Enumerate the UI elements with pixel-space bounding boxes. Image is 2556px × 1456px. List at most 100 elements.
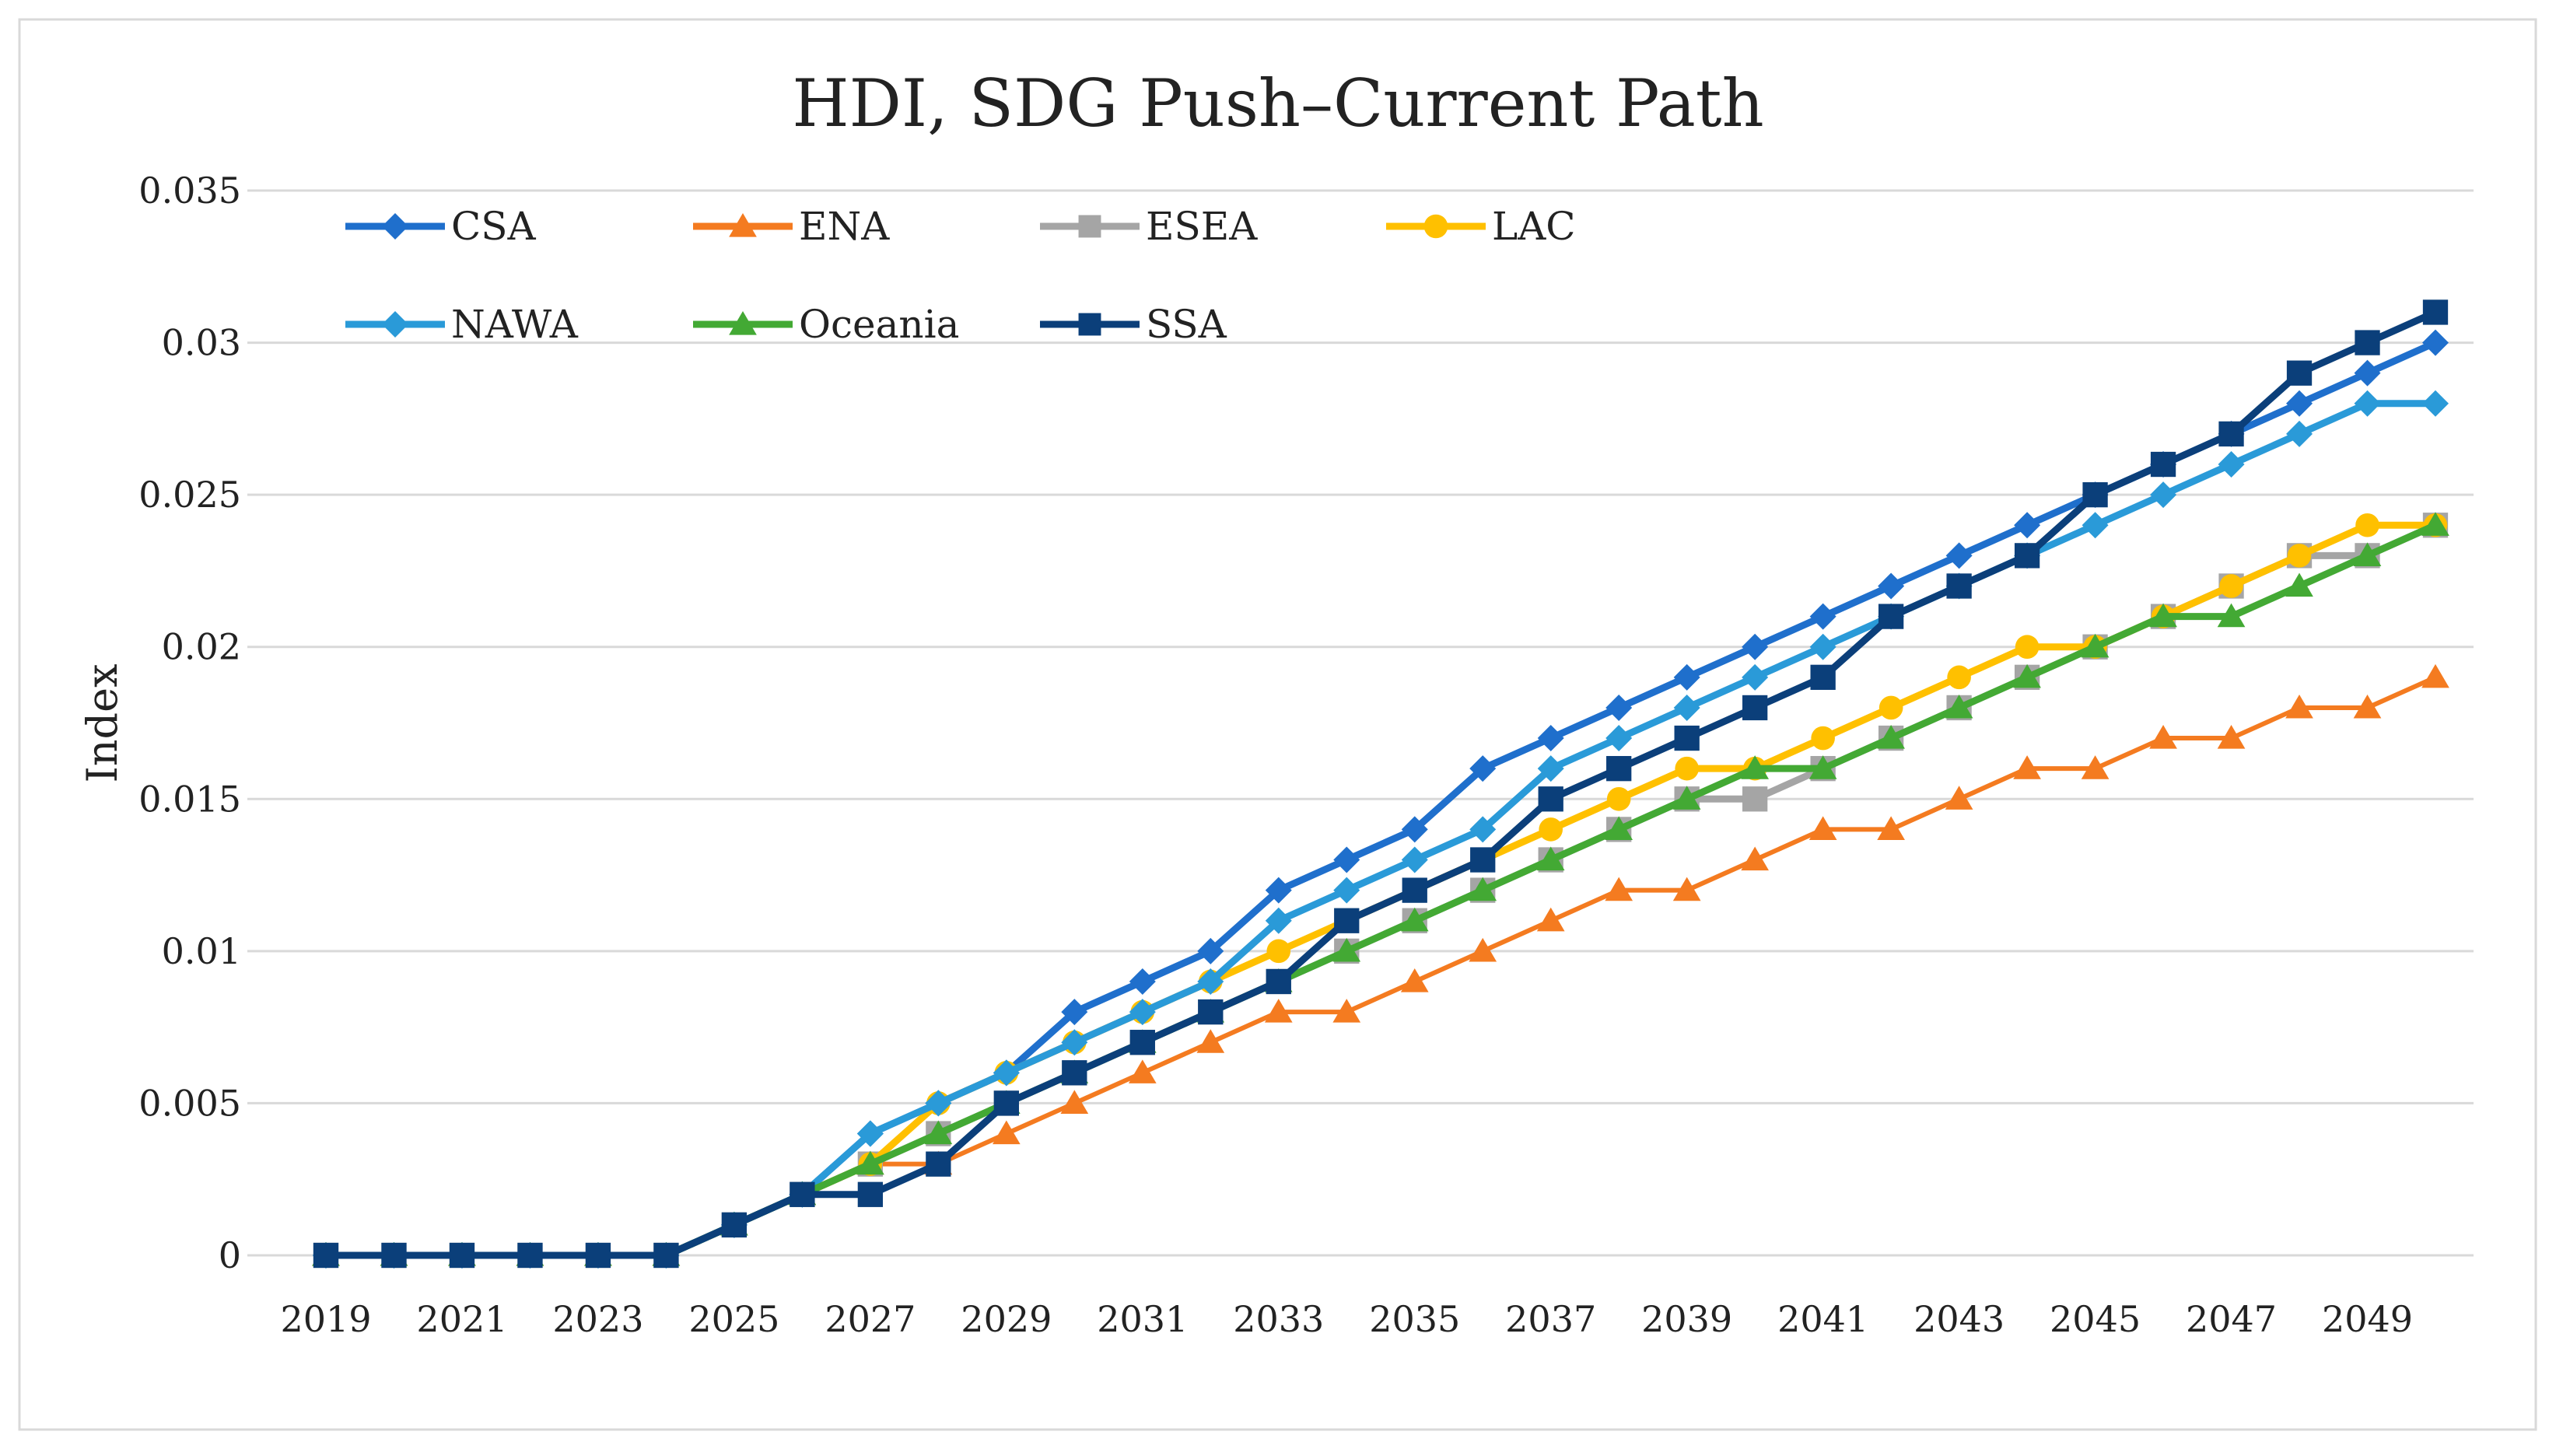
data-point (2353, 694, 2382, 719)
data-point (2286, 390, 2313, 417)
data-point (2081, 755, 2110, 779)
data-point (2286, 360, 2313, 386)
data-point (2354, 390, 2381, 417)
data-point (993, 1090, 1019, 1116)
data-point (1742, 663, 1769, 691)
data-point (2014, 543, 2040, 569)
data-point (2082, 481, 2108, 508)
data-point (1539, 817, 1563, 842)
data-point (2353, 542, 2382, 566)
y-tick-label: 0 (219, 1234, 241, 1276)
x-tick-label: 2021 (416, 1298, 507, 1340)
data-point (1675, 756, 1699, 781)
data-point (1334, 908, 1360, 933)
x-tick-label: 2049 (2322, 1298, 2413, 1340)
x-tick-label: 2045 (2050, 1298, 2141, 1340)
data-point (1672, 786, 1701, 810)
data-point (1537, 725, 1564, 752)
data-point (1673, 663, 1700, 691)
data-point (856, 1150, 884, 1175)
data-point (1401, 846, 1428, 873)
y-tick-label: 0.02 (162, 626, 241, 668)
data-point (1129, 968, 1156, 995)
data-point (2149, 725, 2177, 749)
data-point (1947, 665, 1971, 690)
data-point (2217, 603, 2246, 628)
data-point (2219, 574, 2243, 598)
data-point (993, 1059, 1020, 1087)
data-point (1400, 968, 1429, 992)
data-point (1264, 999, 1293, 1023)
data-point (1129, 1030, 1155, 1055)
data-point (1605, 694, 1633, 721)
data-point (1742, 786, 1768, 812)
data-point (926, 1151, 951, 1177)
data-point (1402, 877, 1427, 903)
legend-item-ena: ENA (693, 204, 890, 249)
legend-item-ssa: SSA (1040, 302, 1227, 347)
data-point (856, 1120, 884, 1147)
x-tick-label: 2041 (1777, 1298, 1868, 1340)
y-axis-ticks: 0 0.005 0.01 0.015 0.02 0.025 0.03 0.035 (138, 170, 241, 1276)
data-point (1605, 877, 1633, 901)
data-point (1606, 786, 1631, 811)
data-point (449, 1242, 475, 1269)
data-point (729, 213, 757, 237)
data-point (1062, 1060, 1087, 1086)
data-point (1078, 215, 1101, 238)
data-point (1606, 756, 1632, 782)
data-point (2013, 663, 2041, 688)
data-point (1536, 907, 1565, 932)
x-tick-label: 2019 (280, 1298, 371, 1340)
x-tick-label: 2031 (1097, 1298, 1188, 1340)
data-point (1469, 755, 1497, 782)
data-point (1061, 999, 1088, 1026)
data-point (1808, 816, 1837, 840)
data-point (313, 1242, 339, 1269)
x-tick-label: 2023 (552, 1298, 643, 1340)
x-tick-label: 2037 (1505, 1298, 1596, 1340)
data-point (1877, 725, 1905, 749)
data-point (1129, 999, 1156, 1026)
data-point (381, 1242, 407, 1269)
data-point (1605, 725, 1633, 752)
data-point (2286, 420, 2313, 447)
data-point (1332, 999, 1361, 1023)
data-point (721, 1212, 748, 1238)
data-point (1605, 816, 1633, 840)
y-axis-label: Index (78, 663, 127, 782)
x-tick-label: 2039 (1641, 1298, 1732, 1340)
legend-label: Oceania (799, 302, 959, 347)
y-tick-label: 0.03 (162, 322, 241, 364)
data-point (1197, 968, 1224, 995)
y-tick-label: 0.025 (138, 474, 241, 516)
legend-label: NAWA (451, 302, 579, 347)
data-point (790, 1181, 815, 1207)
data-point (1198, 999, 1224, 1025)
y-tick-label: 0.015 (138, 778, 241, 820)
data-point (1673, 694, 1700, 721)
data-point (1741, 755, 1770, 779)
data-point (924, 1120, 953, 1145)
data-point (1742, 695, 1768, 721)
data-point (1672, 877, 1701, 901)
data-point (2355, 330, 2380, 355)
data-point (382, 213, 408, 240)
data-point (2149, 603, 2177, 628)
data-point (2422, 329, 2449, 356)
data-point (1536, 846, 1565, 871)
data-point (1809, 603, 1836, 630)
data-point (1469, 937, 1497, 962)
data-point (1877, 816, 1905, 840)
data-point (1400, 907, 1429, 932)
data-point (729, 311, 757, 335)
data-point (517, 1242, 543, 1269)
x-tick-label: 2025 (688, 1298, 779, 1340)
data-point (2013, 755, 2041, 779)
data-point (1945, 786, 1973, 810)
x-axis-ticks: 2019 2021 2023 2025 2027 2029 2031 2033 2035 2037… (280, 1298, 2413, 1340)
legend-label: CSA (451, 204, 537, 249)
data-point (2422, 390, 2449, 417)
legend-label: LAC (1492, 204, 1576, 249)
data-point (1808, 755, 1837, 779)
